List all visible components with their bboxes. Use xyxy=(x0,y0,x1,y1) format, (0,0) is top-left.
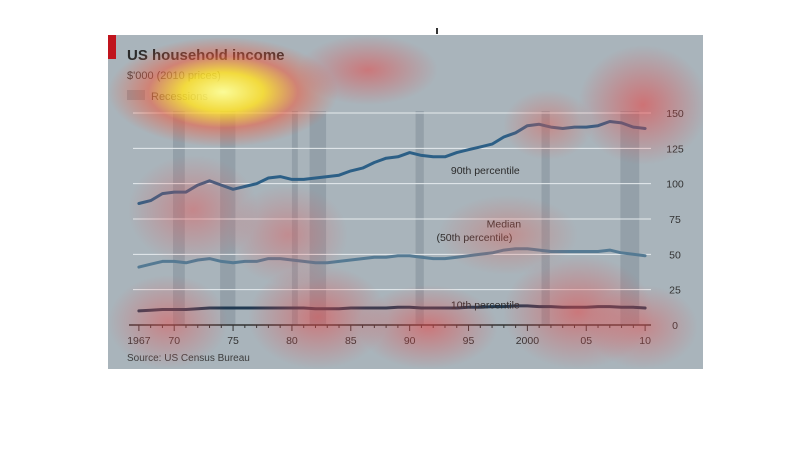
y-tick-label: 125 xyxy=(666,143,684,155)
y-tick-label: 100 xyxy=(666,179,684,191)
source-note: Source: US Census Bureau xyxy=(127,353,250,364)
recession-band xyxy=(541,111,550,325)
recession-band xyxy=(415,111,424,325)
series-line xyxy=(137,304,647,313)
y-tick-labels: 0 25 50 75 100 125 150 xyxy=(666,108,684,332)
x-tick-label: 85 xyxy=(345,335,357,347)
x-tick-label: 05 xyxy=(580,335,592,347)
y-tick-label: 150 xyxy=(666,108,684,120)
series-lines xyxy=(137,120,647,313)
y-tick-label: 0 xyxy=(672,320,678,332)
x-tick-label: 10 xyxy=(639,335,651,347)
x-tick-label: 2000 xyxy=(516,335,540,347)
series-label-90th: 90th percentile xyxy=(451,165,520,177)
x-tick-label: 1967 xyxy=(127,335,151,347)
recession-band xyxy=(173,111,185,325)
recession-band xyxy=(309,111,327,325)
y-tick-label: 50 xyxy=(669,249,681,261)
recession-bands xyxy=(173,111,640,325)
x-tick-labels: 1967 70 75 80 85 90 95 2000 05 10 xyxy=(127,335,651,347)
recession-band xyxy=(291,111,298,325)
x-tick-label: 75 xyxy=(227,335,239,347)
chart-figure: US household income $'000 (2010 prices) … xyxy=(108,35,703,369)
recession-band xyxy=(620,111,640,325)
y-tick-label: 75 xyxy=(669,214,681,226)
series-label-10th: 10th percentile xyxy=(451,299,520,311)
chart-title: US household income xyxy=(127,47,285,64)
legend-recession-swatch xyxy=(127,90,145,100)
y-tick-label: 25 xyxy=(669,285,681,297)
series-line xyxy=(137,247,647,269)
line-chart: US household income $'000 (2010 prices) … xyxy=(108,35,684,364)
x-tick-label: 80 xyxy=(286,335,298,347)
x-axis xyxy=(129,324,651,331)
x-tick-label: 95 xyxy=(463,335,475,347)
legend-recession-label: Recessions xyxy=(151,91,208,103)
gridlines xyxy=(133,112,651,291)
recession-band xyxy=(220,111,236,325)
x-tick-label: 90 xyxy=(404,335,416,347)
chart-subtitle: $'000 (2010 prices) xyxy=(127,70,221,82)
series-label-median-sub: (50th percentile) xyxy=(436,232,512,244)
series-label-median: Median xyxy=(487,218,522,230)
x-tick-label: 70 xyxy=(168,335,180,347)
series-line xyxy=(137,120,647,205)
page-mark xyxy=(436,28,438,34)
red-accent-bar xyxy=(108,35,116,59)
